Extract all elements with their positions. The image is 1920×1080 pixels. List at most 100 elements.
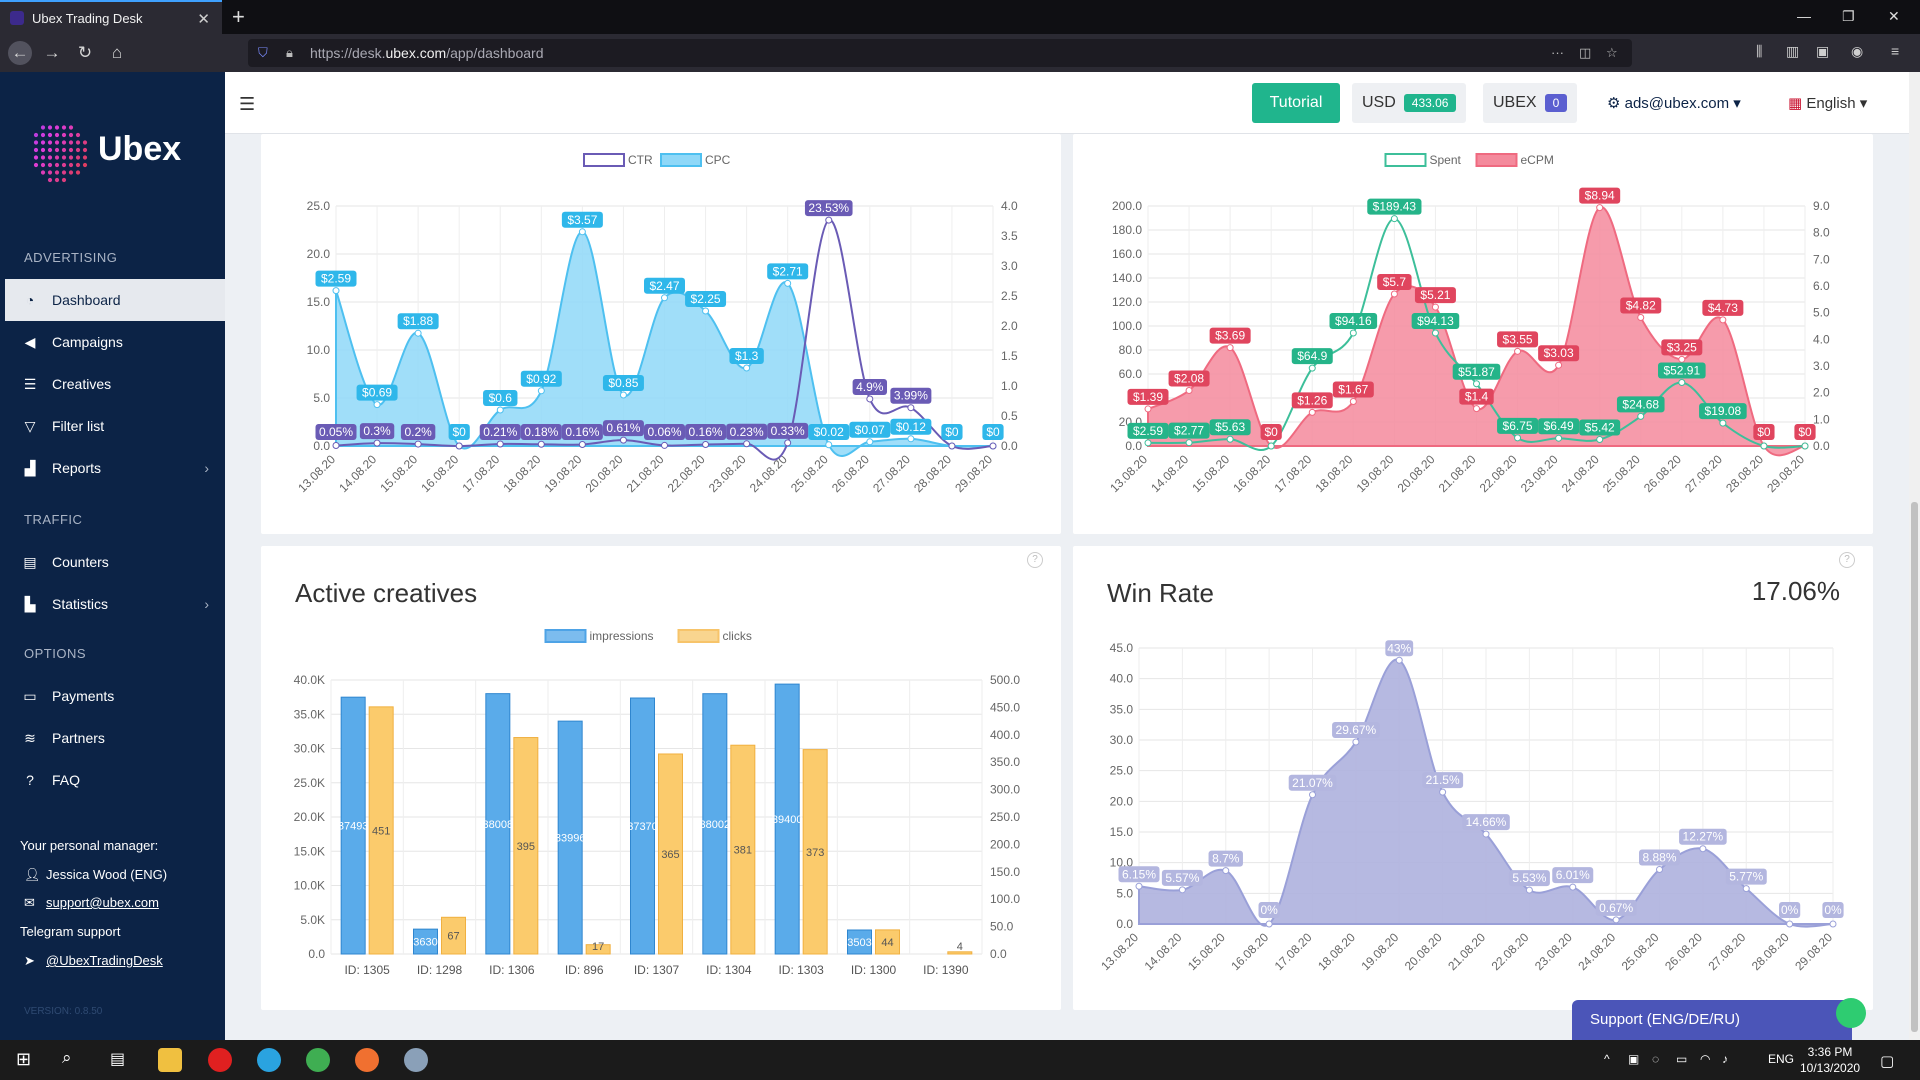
extension-icon[interactable]: ▣ (1816, 43, 1830, 59)
nav-bar: ← → ↻ ⌂ ⛉ 🔒︎ https://desk.ubex.com/app/d… (0, 34, 1920, 72)
sidebar-item-filter-list[interactable]: ▽ Filter list (0, 405, 225, 447)
menu-icon[interactable]: ≡ (1891, 43, 1900, 59)
star-icon[interactable]: ☆ (1606, 45, 1618, 60)
input-language[interactable]: ENG (1768, 1052, 1795, 1066)
ctr-point (332, 442, 340, 450)
telegram-app-icon[interactable] (257, 1048, 281, 1072)
win-rate-data-label: 5.57% (1165, 871, 1199, 885)
logo-dot (82, 140, 88, 145)
task-view-icon[interactable]: ▤ (110, 1051, 126, 1068)
clock[interactable]: 3:36 PM 10/13/2020 (1800, 1044, 1860, 1076)
volume-icon[interactable]: ♪ (1722, 1052, 1728, 1066)
spent-point (1678, 379, 1686, 387)
win-rate-data-label: 12.27% (1683, 830, 1724, 844)
spent-data-label: $94.16 (1335, 314, 1372, 328)
notifications-icon[interactable]: ▢ (1880, 1053, 1895, 1070)
ctr-data-label-bg (479, 423, 521, 440)
manager-name: 👤︎ Jessica Wood (ENG) (24, 867, 167, 883)
sidebar-icon[interactable]: ▥ (1786, 43, 1800, 59)
y-tick-label: 0.0 (1125, 439, 1142, 453)
spent-point (1514, 434, 1522, 442)
tray-network-icon[interactable]: ◌ (1652, 1052, 1660, 1066)
page-scrollbar[interactable] (1909, 72, 1920, 1040)
logo-dot (40, 132, 46, 138)
pocket-icon[interactable]: ◫ (1579, 45, 1592, 60)
sidebar-item-campaigns[interactable]: ◀ Campaigns (0, 321, 225, 363)
sidebar-item-counters[interactable]: ▤ Counters (0, 541, 225, 583)
hamburger-icon[interactable]: ☰ (239, 94, 256, 114)
caret-down-icon: ▾ (1729, 95, 1741, 112)
window-close-icon[interactable]: ✕ (1888, 8, 1900, 24)
sidebar-item-partners[interactable]: ≋ Partners (0, 717, 225, 759)
win-rate-data-label-bg (1595, 899, 1637, 916)
win-rate-data-label: 5.53% (1512, 871, 1546, 885)
windows-start-icon[interactable]: ⊞ (16, 1049, 32, 1069)
help-icon[interactable]: ? (1027, 552, 1043, 568)
legend-swatch (1475, 153, 1518, 167)
x-tick-label: 14.08.20 (336, 452, 379, 495)
manager-email-link[interactable]: ✉ support@ubex.com (24, 895, 159, 911)
cpc-data-label: $0.69 (362, 386, 392, 400)
sidebar-item-statistics[interactable]: ▙ Statistics › (0, 583, 225, 625)
account-dropdown[interactable]: ⚙ ads@ubex.com ▾ (1607, 94, 1741, 112)
sidebar-item-reports[interactable]: ▟ Reports › (0, 447, 225, 489)
forward-icon[interactable]: → (43, 43, 61, 62)
language-dropdown[interactable]: ▦ English ▾ (1788, 94, 1867, 112)
account-icon[interactable]: ◉ (1851, 43, 1864, 59)
gear-icon: ⚙ (1607, 95, 1625, 112)
tutorial-button[interactable]: Tutorial (1252, 83, 1340, 123)
telegram-link[interactable]: ➤ @UbexTradingDesk (24, 953, 163, 969)
usd-balance[interactable]: USD 433.06 (1352, 83, 1467, 123)
app-icon[interactable] (404, 1048, 428, 1072)
logo-dot (75, 132, 81, 138)
sidebar-item-faq[interactable]: ? FAQ (0, 759, 225, 801)
url-bar[interactable]: ⛉ 🔒︎ https://desk.ubex.com/app/dashboard… (248, 39, 1632, 67)
minimize-icon[interactable]: — (1797, 8, 1811, 24)
ubex-balance[interactable]: UBEX 0 (1483, 83, 1578, 123)
home-icon[interactable]: ⌂ (111, 43, 123, 62)
opera-icon[interactable] (208, 1048, 232, 1072)
file-explorer-icon[interactable] (158, 1048, 182, 1072)
sidebar-item-creatives[interactable]: ☰ Creatives (0, 363, 225, 405)
more-icon[interactable]: ··· (1551, 45, 1564, 60)
telegram-handle-text: @UbexTradingDesk (46, 953, 163, 968)
browser-chrome: Ubex Trading Desk ✕ + — ❐ ✕ ← → ↻ ⌂ ⛉ 🔒︎… (0, 0, 1920, 72)
firefox-icon[interactable] (355, 1048, 379, 1072)
y2-tick-label: 0.0 (1813, 439, 1830, 453)
ctr-data-label-bg (315, 424, 357, 440)
ctr-data-label: 0.61% (606, 421, 640, 435)
tray-app-icon[interactable]: ▣ (1628, 1052, 1640, 1066)
y2-tick-label: 0.5 (1001, 409, 1018, 423)
tray-chevron-icon[interactable]: ^ (1604, 1052, 1610, 1066)
tray-battery-icon[interactable]: ▭ (1676, 1052, 1688, 1066)
ecpm-data-label-bg (1209, 327, 1251, 344)
spent-point (1308, 364, 1316, 372)
reload-icon[interactable]: ↻ (77, 43, 93, 62)
win-rate-chart: 0.0 5.0 10.0 15.0 20.0 25.0 30.0 35.0 40.0 45.0 13… (1098, 640, 1844, 973)
logo-dot (61, 155, 67, 160)
ctr-data-label: 4.9% (856, 380, 884, 394)
search-icon[interactable]: ⌕ (62, 1048, 72, 1067)
close-icon[interactable]: ✕ (197, 11, 210, 28)
ecpm-data-label-bg (1377, 274, 1412, 290)
cpc-point (496, 406, 504, 414)
cpc-data-label: $0.92 (526, 372, 556, 386)
support-button[interactable]: Support (ENG/DE/RU) (1572, 998, 1866, 1040)
back-icon[interactable]: ← (8, 41, 32, 65)
sidebar-item-payments[interactable]: ▭ Payments (0, 675, 225, 717)
sidebar-item-dashboard[interactable]: ◔ Dashboard (5, 279, 225, 321)
ctr-point (537, 440, 545, 448)
wifi-icon[interactable]: ◠ (1700, 1052, 1711, 1066)
clicks-bar (441, 916, 466, 955)
chrome-icon[interactable] (306, 1048, 330, 1072)
library-icon[interactable]: ⫼ (1756, 43, 1763, 59)
restore-icon[interactable]: ❐ (1842, 8, 1855, 24)
scrollbar-thumb[interactable] (1911, 502, 1918, 1032)
new-tab-icon[interactable]: + (232, 4, 245, 29)
help-icon[interactable]: ? (1839, 552, 1855, 568)
cpc-data-label: $0.6 (489, 391, 513, 405)
dashboard-icon: ◔ (25, 292, 35, 308)
ecpm-data-label: $0 (1798, 425, 1812, 439)
logo-dot (40, 140, 46, 145)
browser-tab[interactable]: Ubex Trading Desk ✕ (0, 0, 222, 34)
